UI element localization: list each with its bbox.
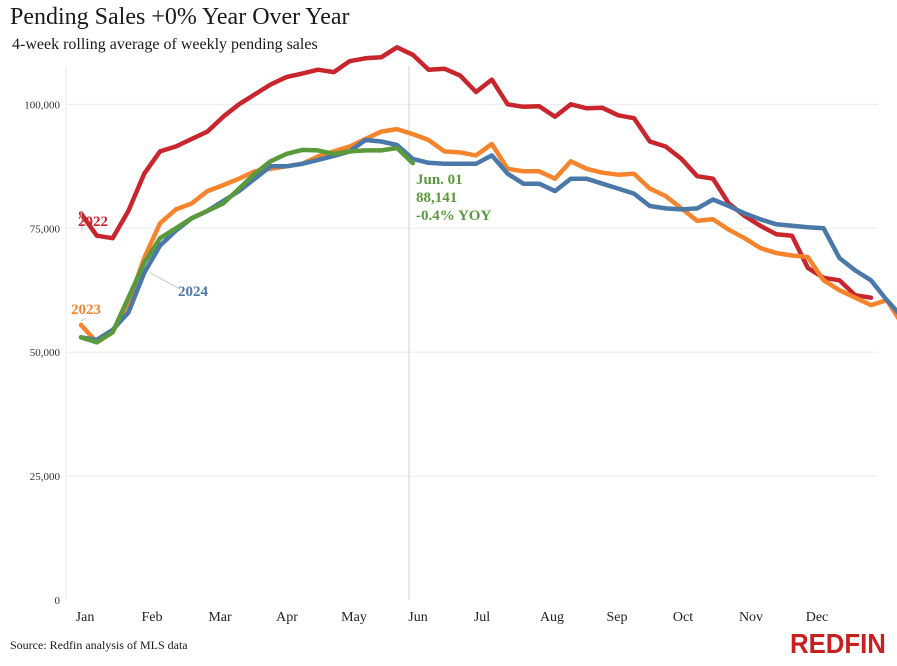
- x-tick-label: Nov: [739, 610, 763, 625]
- y-tick-label: 50,000: [30, 347, 61, 359]
- leader-2022: [80, 211, 83, 232]
- annotation: Jun. 01 88,141 -0.4% YOY: [416, 172, 491, 224]
- series-label-2022: 2022: [78, 214, 108, 230]
- x-tick-label: Oct: [673, 610, 693, 625]
- x-tick-label: Jun: [408, 610, 427, 625]
- series-line-2022: [78, 45, 874, 300]
- x-tick-label: Sep: [607, 610, 628, 625]
- x-tick-label: Aug: [540, 610, 564, 625]
- y-tick-label: 100,000: [24, 99, 60, 111]
- leader-2024: [149, 272, 179, 289]
- x-axis-ticks: Jan Feb Mar Apr May Jun Jul Aug Sep Oct Nov Dec: [76, 610, 829, 625]
- gridlines: [65, 66, 878, 600]
- series-label-2023: 2023: [71, 302, 101, 318]
- x-tick-label: Apr: [276, 610, 298, 625]
- chart-subtitle: 4-week rolling average of weekly pending…: [12, 36, 318, 53]
- y-tick-label: 0: [55, 595, 61, 607]
- series-label-2024: 2024: [178, 284, 209, 300]
- x-tick-label: Jul: [474, 610, 490, 625]
- source-note: Source: Redfin analysis of MLS data: [10, 638, 188, 652]
- x-tick-label: Dec: [806, 610, 829, 625]
- leader-2023: [80, 317, 87, 322]
- x-tick-label: Mar: [208, 610, 232, 625]
- x-tick-label: Feb: [142, 610, 163, 625]
- series-line-2024: [78, 137, 897, 343]
- series-line-2024-ytd: [78, 145, 416, 345]
- annotation-date: Jun. 01: [416, 172, 463, 188]
- y-tick-label: 75,000: [30, 223, 61, 235]
- y-tick-label: 25,000: [30, 471, 61, 483]
- series-line-2023: [78, 126, 897, 345]
- annotation-yoy: -0.4% YOY: [416, 208, 491, 224]
- x-tick-label: Jan: [76, 610, 95, 625]
- annotation-value: 88,141: [416, 190, 457, 206]
- series-lines: [78, 45, 897, 345]
- chart-title: Pending Sales +0% Year Over Year: [10, 4, 350, 30]
- x-tick-label: May: [341, 610, 367, 625]
- y-axis-ticks: 0 25,000 50,000 75,000 100,000: [24, 99, 60, 607]
- redfin-logo: REDFIN: [790, 628, 886, 659]
- label-leaders: [80, 211, 179, 322]
